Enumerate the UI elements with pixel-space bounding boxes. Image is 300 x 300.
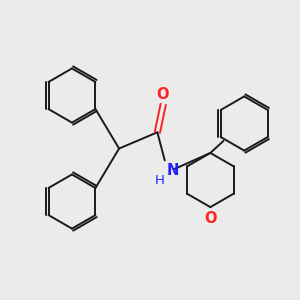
Text: O: O	[156, 87, 169, 102]
Text: O: O	[204, 211, 217, 226]
Text: H: H	[154, 174, 164, 188]
Text: N: N	[166, 163, 178, 178]
